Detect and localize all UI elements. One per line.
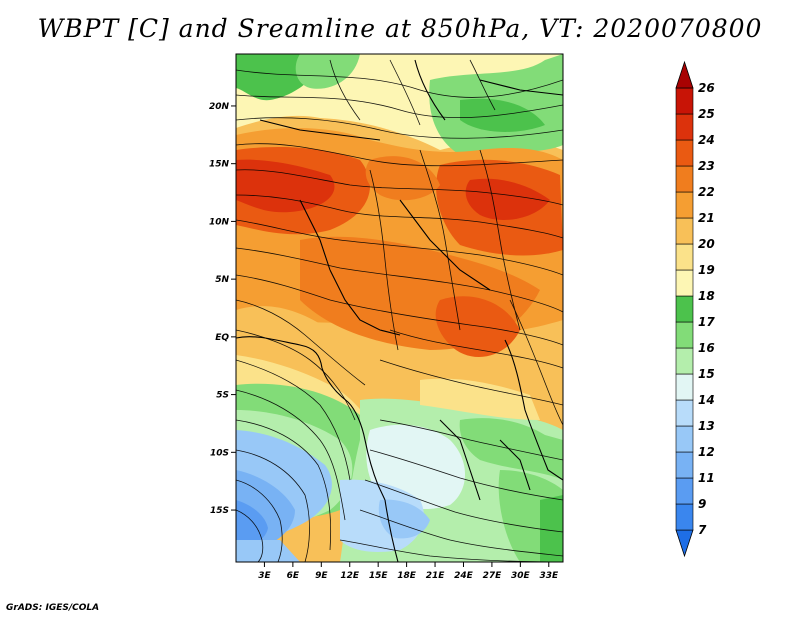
lon-tick-label: 21E [426, 571, 446, 581]
colorbar-label: 25 [698, 107, 715, 121]
colorbar-swatch [675, 165, 694, 193]
colorbar-label: 12 [698, 445, 715, 459]
colorbar-swatch [675, 529, 694, 558]
colorbar-swatch [675, 477, 694, 505]
colorbar-swatch [675, 347, 694, 375]
colorbar-swatch [675, 217, 694, 245]
colorbar-swatch [675, 113, 694, 141]
colorbar-swatch [675, 269, 694, 297]
lon-tick-label: 27E [483, 571, 503, 581]
lon-tick-label: 6E [287, 571, 300, 581]
colorbar-label: 18 [698, 289, 715, 303]
colorbar-label: 21 [698, 211, 715, 225]
lat-tick-label: 5N [215, 275, 229, 285]
lat-tick-label: 5S [216, 391, 229, 401]
map-frame [235, 53, 564, 563]
colorbar-label: 17 [698, 315, 715, 329]
colorbar-swatch [675, 321, 694, 349]
colorbar-label: 14 [698, 393, 715, 407]
longitude-axis: 3E 6E 9E 12E 15E 18E 21E 24E 27E 30E 33E [258, 562, 559, 581]
colorbar-label: 16 [698, 341, 715, 355]
colorbar-label: 22 [698, 185, 715, 199]
colorbar-label: 13 [698, 419, 715, 433]
lat-tick-label: 15N [209, 160, 230, 170]
lat-tick-label: 10N [209, 217, 230, 227]
colorbar-label: 19 [698, 263, 715, 277]
map-field [236, 54, 563, 562]
colorbar-swatch [675, 425, 694, 453]
colorbar-swatch [675, 60, 694, 89]
lon-tick-label: 3E [258, 571, 271, 581]
lat-tick-label: 10S [210, 448, 229, 458]
colorbar: 7 9 11 12 13 14 15 16 17 18 19 20 21 22 23 24 25 26 [675, 60, 715, 558]
colorbar-swatch [675, 87, 694, 115]
colorbar-label: 7 [698, 523, 707, 537]
lon-tick-label: 12E [340, 571, 360, 581]
colorbar-label: 23 [698, 159, 715, 173]
colorbar-label: 20 [698, 237, 715, 251]
latitude-axis: 20N 15N 10N 5N EQ 5S 10S 15S [209, 102, 236, 516]
colorbar-swatch [675, 451, 694, 479]
colorbar-label: 9 [698, 497, 706, 511]
colorbar-label: 24 [698, 133, 715, 147]
colorbar-swatch [675, 295, 694, 323]
colorbar-swatch [675, 399, 694, 427]
colorbar-swatch [675, 191, 694, 219]
colorbar-label: 26 [698, 81, 715, 95]
lon-tick-label: 24E [454, 571, 474, 581]
lat-tick-label: 20N [209, 102, 230, 112]
colorbar-swatch [675, 503, 694, 531]
lon-tick-label: 33E [539, 571, 559, 581]
colorbar-swatch [675, 243, 694, 271]
lon-tick-label: 15E [369, 571, 389, 581]
lon-tick-label: 18E [397, 571, 417, 581]
lat-tick-label: EQ [215, 333, 229, 343]
lon-tick-label: 30E [511, 571, 531, 581]
colorbar-swatch [675, 139, 694, 167]
colorbar-label: 11 [698, 471, 715, 485]
colorbar-swatch [675, 373, 694, 401]
footer-credit: GrADS: IGES/COLA [6, 603, 100, 613]
colorbar-label: 15 [698, 367, 715, 381]
lat-tick-label: 15S [210, 506, 229, 516]
lon-tick-label: 9E [315, 571, 328, 581]
chart-title: WBPT [C] and Sreamline at 850hPa, VT: 20… [37, 14, 763, 43]
